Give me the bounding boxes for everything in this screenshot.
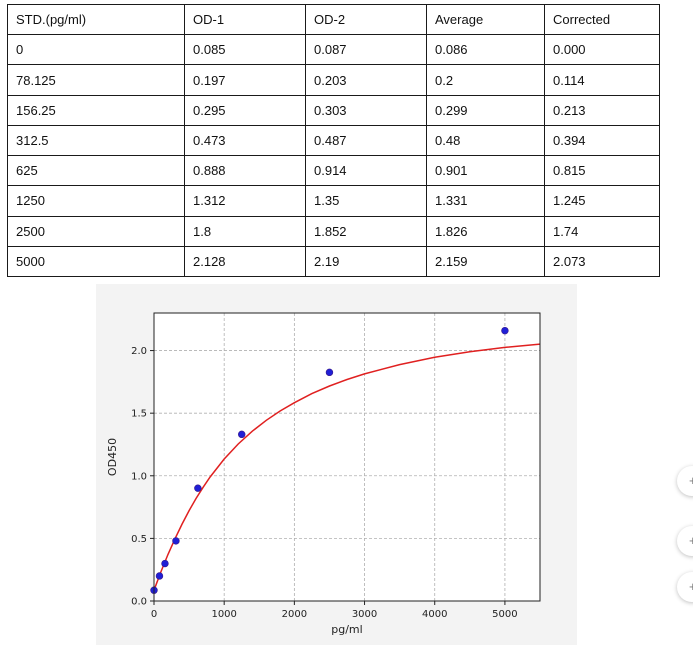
y-tick-label: 1.5 — [131, 409, 147, 420]
data-point — [501, 326, 509, 335]
y-tick-label: 2.0 — [131, 346, 147, 357]
side-action-button-3[interactable]: + — [677, 572, 693, 602]
table-cell: 2.073 — [544, 245, 660, 278]
table-cell: 0.473 — [184, 124, 306, 157]
table-cell: OD-2 — [305, 3, 427, 36]
table-cell: 0.197 — [184, 64, 306, 96]
y-axis-label: OD450 — [106, 438, 119, 476]
table-cell: 1.312 — [184, 185, 306, 217]
table-cell: 0.203 — [305, 64, 427, 96]
table-row: 1250 1.312 1.35 1.331 1.245 — [7, 185, 660, 217]
x-tick-label: 4000 — [422, 609, 447, 620]
table-row: 2500 1.8 1.852 1.826 1.74 — [7, 215, 660, 247]
table-row: 312.5 0.473 0.487 0.48 0.394 — [7, 124, 660, 157]
table-cell: 0.087 — [305, 34, 427, 66]
data-point — [325, 368, 334, 377]
x-tick-label: 2000 — [282, 609, 307, 620]
data-point — [161, 559, 169, 568]
table-cell: 0.888 — [184, 155, 306, 187]
fit-curve-line — [153, 343, 541, 591]
table-cell: OD-1 — [184, 3, 306, 36]
table-cell: 625 — [7, 155, 185, 187]
y-tick-label: 0.0 — [131, 597, 147, 608]
table-cell: 0.487 — [305, 124, 427, 157]
table-cell: 0.2 — [426, 64, 545, 96]
table-cell: 156.25 — [7, 94, 185, 126]
table-cell: 0.085 — [184, 34, 306, 66]
table-row: 78.125 0.197 0.203 0.2 0.114 — [7, 64, 660, 96]
table-cell: 0.299 — [426, 94, 545, 126]
table-cell: 0.114 — [544, 64, 660, 96]
x-tick-label: 5000 — [492, 609, 517, 620]
table-cell: 2.19 — [305, 245, 427, 278]
table-cell: 0.48 — [426, 124, 545, 157]
table-cell: 0.213 — [544, 94, 660, 126]
table-header-row: STD.(pg/ml) OD-1 OD-2 Average Corrected — [7, 3, 660, 36]
table-cell: 1.74 — [544, 215, 660, 247]
table-cell: 1.8 — [184, 215, 306, 247]
x-tick-label: 3000 — [352, 609, 377, 620]
chart-svg: 0 1000 2000 3000 4000 5000 0.0 0.5 1.0 1.5 2.0 pg/… — [106, 312, 541, 636]
table-cell: 1.245 — [544, 185, 660, 217]
table-cell: 0.914 — [305, 155, 427, 187]
table-cell: 78.125 — [7, 64, 185, 96]
table-cell: 0.000 — [544, 34, 660, 66]
table-cell: 1250 — [7, 185, 185, 217]
table-cell: STD.(pg/ml) — [7, 3, 185, 36]
plot-area — [154, 313, 540, 601]
x-axis-label: pg/ml — [331, 623, 362, 636]
data-point — [238, 430, 246, 439]
data-point — [172, 537, 180, 545]
table-row: 0 0.085 0.087 0.086 0.000 — [7, 34, 660, 66]
table-cell: 1.35 — [305, 185, 427, 217]
table-cell: 1.852 — [305, 215, 427, 247]
table-cell: 0.901 — [426, 155, 545, 187]
table-cell: 0 — [7, 34, 185, 66]
table-cell: 0.815 — [544, 155, 660, 187]
table-cell: 1.331 — [426, 185, 545, 217]
table-cell: 2500 — [7, 215, 185, 247]
axes-frame — [153, 312, 541, 602]
x-tick-label: 0 — [151, 609, 157, 620]
table-row: 5000 2.128 2.19 2.159 2.073 — [7, 245, 660, 278]
standard-curve-table: STD.(pg/ml) OD-1 OD-2 Average Corrected 0 0.08… — [7, 3, 660, 278]
data-point — [194, 484, 202, 492]
axis-ticks: 0 1000 2000 3000 4000 5000 0.0 0.5 1.0 1.5 2.0 — [131, 346, 518, 620]
side-action-button-1[interactable]: + — [677, 466, 693, 496]
table-cell: 2.159 — [426, 245, 545, 278]
table-cell: 5000 — [7, 245, 185, 278]
table-cell: 2.128 — [184, 245, 306, 278]
data-point — [155, 572, 164, 580]
table-row: 625 0.888 0.914 0.901 0.815 — [7, 155, 660, 187]
table-cell: 0.303 — [305, 94, 427, 126]
standard-curve-chart: 0 1000 2000 3000 4000 5000 0.0 0.5 1.0 1.5 2.0 pg/… — [96, 284, 577, 645]
table-cell: 312.5 — [7, 124, 185, 157]
side-action-button-2[interactable]: + — [677, 526, 693, 556]
table-cell: Corrected — [544, 3, 660, 36]
x-tick-label: 1000 — [211, 609, 236, 620]
table-cell: Average — [426, 3, 545, 36]
table-cell: 0.394 — [544, 124, 660, 157]
table-row: 156.25 0.295 0.303 0.299 0.213 — [7, 94, 660, 126]
y-tick-label: 0.5 — [131, 534, 147, 545]
table-cell: 0.086 — [426, 34, 545, 66]
y-tick-label: 1.0 — [131, 471, 147, 482]
table-cell: 0.295 — [184, 94, 306, 126]
table-cell: 1.826 — [426, 215, 545, 247]
